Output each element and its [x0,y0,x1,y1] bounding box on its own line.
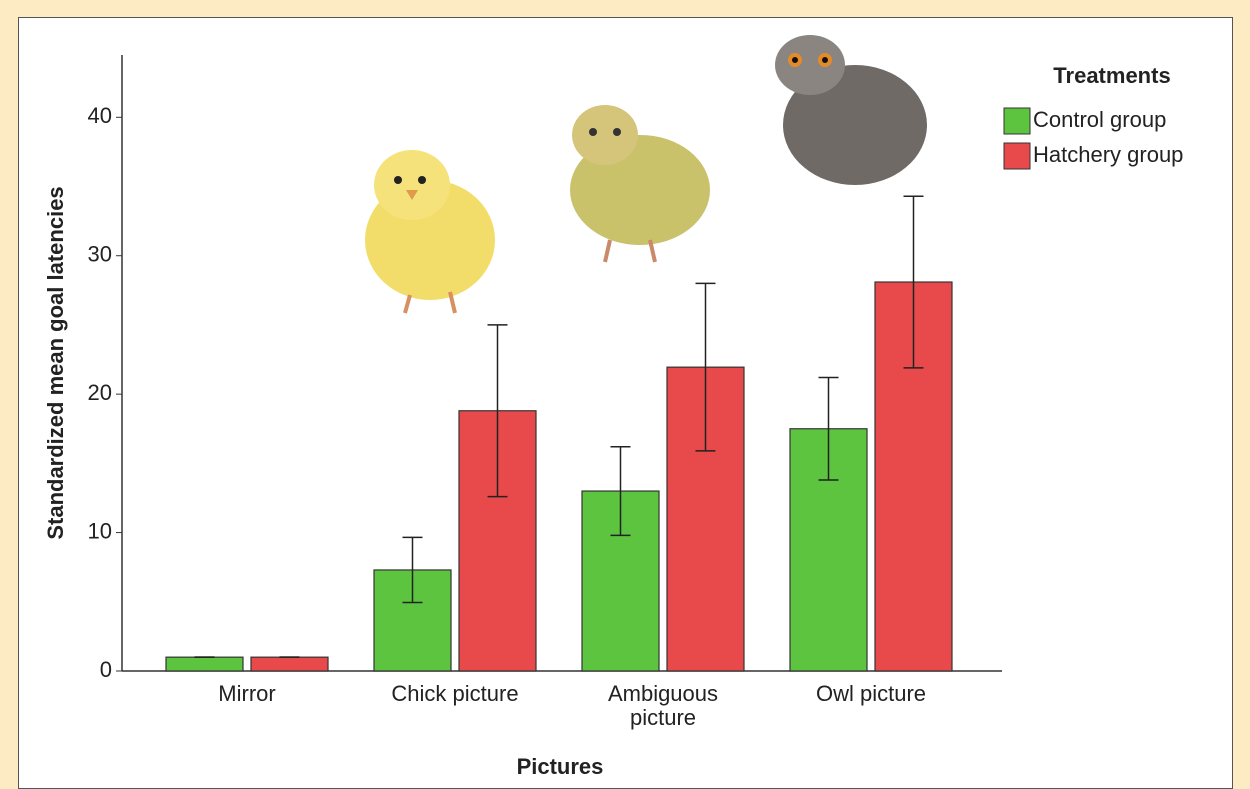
page: Standardized mean goal latencies Picture… [0,0,1250,778]
y-tick-label: 40 [88,103,112,128]
legend-label: Control group [1033,107,1166,132]
legend-label: Hatchery group [1033,142,1183,167]
chart: Standardized mean goal latencies Picture… [0,0,1250,778]
legend-title: Treatments [1053,63,1170,88]
bar [166,657,243,671]
x-axis-title: Pictures [517,754,604,778]
bar [251,657,328,671]
legend-swatch [1004,108,1030,134]
x-tick-label: Mirror [167,682,327,706]
chick-illustration [365,150,495,313]
x-tick-label: Owl picture [791,682,951,706]
y-tick-label: 10 [88,518,112,543]
y-tick-label: 30 [88,242,112,267]
legend-swatch [1004,143,1030,169]
ambiguous-illustration [570,105,710,262]
y-axis-title: Standardized mean goal latencies [43,186,68,539]
x-tick-label: Ambiguous picture [583,682,743,730]
y-tick-label: 20 [88,380,112,405]
y-tick-label: 0 [100,657,112,682]
owl-illustration [775,35,927,185]
x-tick-label: Chick picture [375,682,535,706]
